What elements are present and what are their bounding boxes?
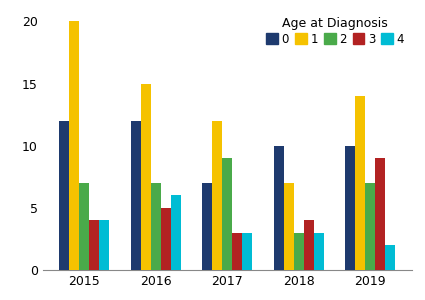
Bar [294, 233, 304, 270]
Bar [355, 96, 366, 270]
Bar [232, 233, 242, 270]
Legend: 0, 1, 2, 3, 4: 0, 1, 2, 3, 4 [264, 15, 406, 48]
Bar [304, 220, 314, 270]
Bar [60, 121, 69, 270]
Bar [131, 121, 141, 270]
Bar [242, 233, 252, 270]
Bar [171, 195, 181, 270]
Bar [314, 233, 324, 270]
Bar [212, 121, 222, 270]
Bar [274, 146, 284, 270]
Bar [375, 158, 385, 270]
Bar [151, 183, 161, 270]
Bar [366, 183, 375, 270]
Bar [141, 84, 151, 270]
Bar [284, 183, 294, 270]
Bar [79, 183, 89, 270]
Bar [69, 21, 79, 270]
Bar [346, 146, 355, 270]
Bar [202, 183, 212, 270]
Bar [222, 158, 232, 270]
Bar [99, 220, 109, 270]
Bar [89, 220, 99, 270]
Bar [161, 208, 171, 270]
Bar [385, 245, 395, 270]
